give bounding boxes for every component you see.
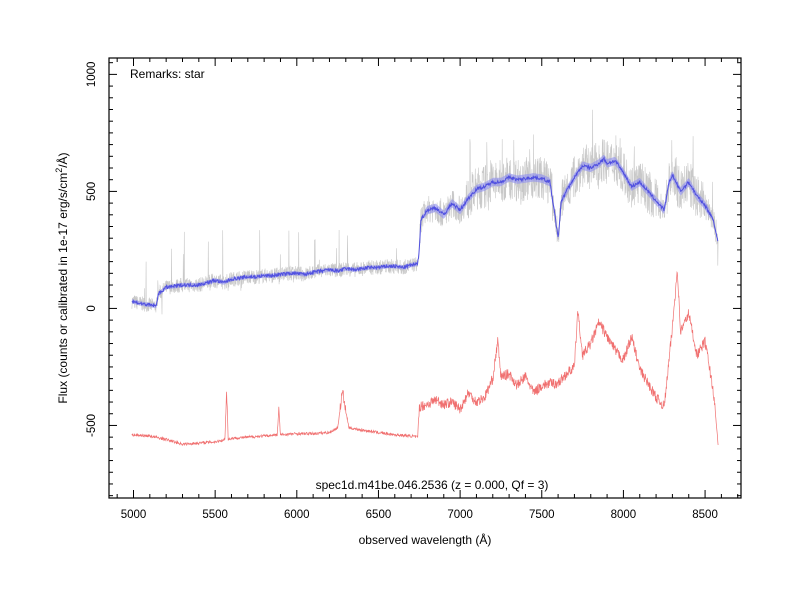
y-tick-label: 500 bbox=[86, 182, 98, 201]
remark-text: Remarks: star bbox=[130, 67, 205, 81]
y-axis-label-sup: 2 bbox=[54, 168, 64, 173]
plot-area bbox=[131, 109, 719, 447]
smoothed-layer bbox=[131, 156, 719, 308]
y-tick-label: 1000 bbox=[86, 62, 98, 88]
x-tick-label: 7500 bbox=[529, 509, 555, 521]
error-layer bbox=[131, 270, 719, 447]
x-tick-labels: 5000 5500 6000 6500 7000 7500 8000 8500 bbox=[121, 509, 718, 521]
x-tick-label: 6000 bbox=[284, 509, 310, 521]
x-axis-label: observed wavelength (Å) bbox=[359, 532, 492, 547]
y-axis-label-end: /Å) bbox=[55, 152, 70, 167]
x-tick-label: 7000 bbox=[447, 509, 473, 521]
footer-label: spec1d.m41be.046.2536 (z = 0.000, Qf = 3… bbox=[316, 478, 549, 492]
y-tick-label: 0 bbox=[86, 305, 98, 311]
raw-flux-line bbox=[131, 109, 719, 315]
y-tick-labels: -500 0 500 1000 bbox=[86, 62, 98, 437]
x-tick-label: 5500 bbox=[202, 509, 228, 521]
axis-ticks bbox=[109, 58, 741, 498]
x-tick-label: 6500 bbox=[366, 509, 392, 521]
smoothed-flux-line bbox=[131, 156, 719, 308]
error-line bbox=[131, 270, 719, 447]
x-tick-label: 8000 bbox=[611, 509, 637, 521]
y-axis-label-main: Flux (counts or calibrated in 1e-17 erg/… bbox=[56, 173, 70, 404]
x-tick-label: 5000 bbox=[121, 509, 147, 521]
plot-frame bbox=[108, 57, 742, 499]
y-axis-label: Flux (counts or calibrated in 1e-17 erg/… bbox=[54, 152, 70, 403]
y-tick-label: -500 bbox=[86, 414, 98, 437]
raw-flux-layer bbox=[131, 109, 719, 315]
x-tick-label: 8500 bbox=[692, 509, 718, 521]
